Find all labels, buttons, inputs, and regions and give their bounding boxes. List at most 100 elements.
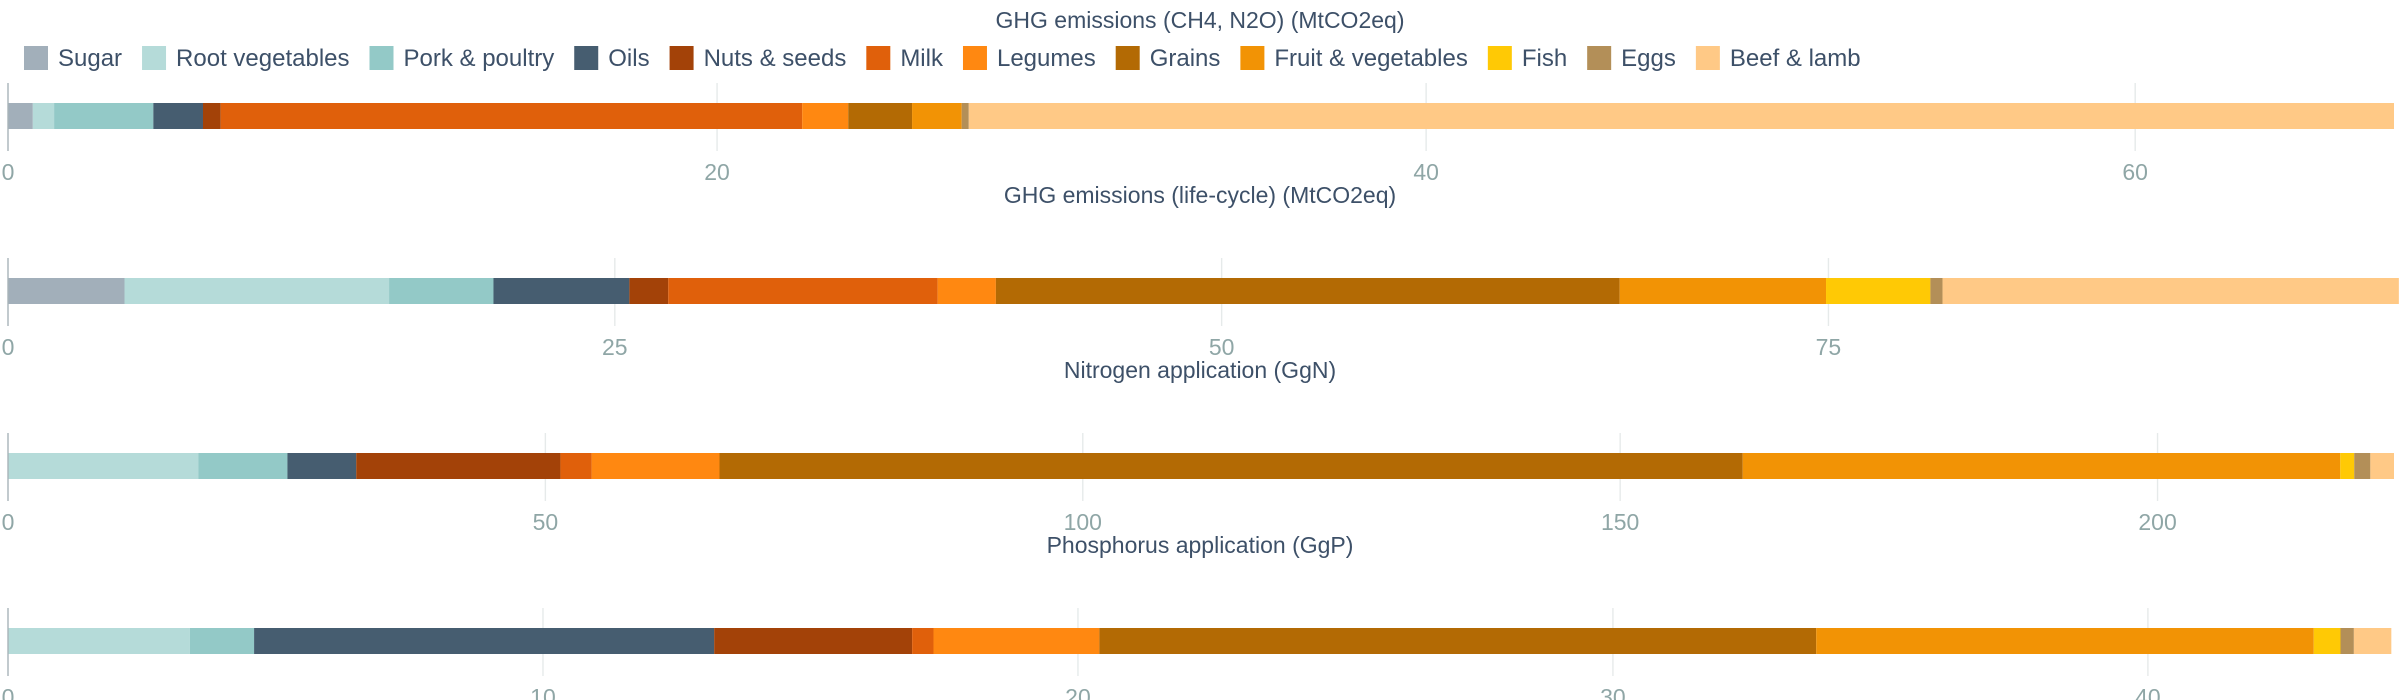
legend-label-oils: Oils: [608, 45, 649, 72]
legend-label-nuts-and-seeds: Nuts & seeds: [704, 45, 847, 72]
legend-item-fish[interactable]: Fish: [1487, 45, 1567, 72]
legend-swatch-oils: [574, 46, 599, 70]
x-tick-label: 50: [533, 509, 559, 535]
bar-segment-legumes: [937, 278, 996, 304]
legend-swatch-milk: [866, 46, 891, 70]
x-tick-label: 0: [2, 684, 15, 700]
bar-segment-eggs: [2340, 628, 2354, 654]
legend-item-sugar[interactable]: Sugar: [24, 45, 122, 72]
bar-segment-oils: [153, 103, 203, 129]
bar-segment-eggs: [1930, 278, 1943, 304]
legend-item-grains[interactable]: Grains: [1115, 45, 1221, 72]
x-tick-label: 40: [2135, 684, 2161, 700]
bar-segment-beef-and-lamb: [968, 103, 2395, 129]
bar-segment-grains: [719, 453, 1743, 479]
bar-segment-fish: [1826, 278, 1931, 304]
legend-swatch-fish: [1487, 46, 1512, 70]
bar-segment-milk: [912, 628, 934, 654]
bar-segment-nuts-and-seeds: [714, 628, 913, 654]
legend-label-root-vegetables: Root vegetables: [176, 45, 349, 72]
bar-segment-milk: [560, 453, 592, 479]
legend-swatch-root-vegetables: [142, 46, 167, 70]
x-tick-label: 60: [2122, 159, 2148, 185]
legend-label-eggs: Eggs: [1621, 45, 1676, 72]
bar-segment-fruit-and-vegetables: [1619, 278, 1827, 304]
bar-segment-beef-and-lamb: [2370, 453, 2394, 479]
legend-item-fruit-and-vegetables[interactable]: Fruit & vegetables: [1240, 45, 1468, 72]
x-tick-label: 75: [1816, 334, 1842, 360]
bar-segment-root-vegetables: [8, 628, 190, 654]
bar-segment-grains: [1099, 628, 1817, 654]
legend-swatch-fruit-and-vegetables: [1240, 46, 1265, 70]
bar-segment-milk: [668, 278, 938, 304]
x-tick-label: 0: [2, 509, 15, 535]
bar-segment-pork-and-poultry: [389, 278, 494, 304]
bar-segment-fish: [2313, 628, 2341, 654]
legend-swatch-legumes: [962, 46, 987, 70]
bar-segment-sugar: [8, 103, 33, 129]
x-tick-label: 50: [1209, 334, 1235, 360]
panel-1: GHG emissions (CH4, N2O) (MtCO2eq) 0 20 40 6…: [2, 7, 2395, 185]
x-tick-label: 0: [2, 159, 15, 185]
legend-item-oils[interactable]: Oils: [574, 45, 650, 72]
bar-segment-fruit-and-vegetables: [1816, 628, 2314, 654]
bar-segment-pork-and-poultry: [189, 628, 255, 654]
legend-swatch-eggs: [1587, 46, 1612, 70]
bar-segment-grains: [848, 103, 913, 129]
x-tick-label: 40: [1413, 159, 1439, 185]
bar-segment-grains: [995, 278, 1620, 304]
legend-item-milk[interactable]: Milk: [866, 45, 944, 72]
bar-segment-legumes: [933, 628, 1100, 654]
legend-label-sugar: Sugar: [58, 45, 122, 72]
bar-segment-fruit-and-vegetables: [1742, 453, 2341, 479]
bar-segment-eggs: [2354, 453, 2371, 479]
bar-segment-sugar: [8, 278, 125, 304]
bar-segment-nuts-and-seeds: [202, 103, 221, 129]
bar-segment-nuts-and-seeds: [356, 453, 561, 479]
bar-segment-oils: [287, 453, 357, 479]
legend-swatch-sugar: [24, 46, 48, 70]
bar-segment-oils: [493, 278, 630, 304]
x-tick-label: 200: [2138, 509, 2176, 535]
x-tick-label: 100: [1064, 509, 1102, 535]
panel-title: GHG emissions (life-cycle) (MtCO2eq): [1004, 182, 1396, 208]
legend-item-root-vegetables[interactable]: Root vegetables: [142, 45, 350, 72]
legend-item-beef-and-lamb[interactable]: Beef & lamb: [1695, 45, 1861, 72]
legend-item-legumes[interactable]: Legumes: [962, 45, 1096, 72]
bar-segment-fruit-and-vegetables: [912, 103, 962, 129]
legend-swatch-nuts-and-seeds: [669, 46, 694, 70]
panel-4: Phosphorus application (GgP) 0 10 20 30 40: [2, 532, 2392, 700]
bar-segment-pork-and-poultry: [198, 453, 288, 479]
legend-swatch-pork-and-poultry: [369, 46, 394, 70]
x-tick-label: 10: [530, 684, 556, 700]
bar-segment-legumes: [802, 103, 849, 129]
bar-segment-eggs: [961, 103, 969, 129]
legend: Sugar Root vegetables Pork & poultry Oils Nu…: [24, 45, 1861, 72]
bar-segment-root-vegetables: [8, 453, 199, 479]
x-tick-label: 20: [704, 159, 730, 185]
legend-label-grains: Grains: [1150, 45, 1221, 72]
panel-2: GHG emissions (life-cycle) (MtCO2eq) 0 25 5…: [2, 182, 2399, 360]
x-tick-label: 150: [1601, 509, 1639, 535]
legend-item-nuts-and-seeds[interactable]: Nuts & seeds: [669, 45, 847, 72]
legend-label-milk: Milk: [900, 45, 944, 72]
legend-label-fish: Fish: [1522, 45, 1567, 72]
panel-title: GHG emissions (CH4, N2O) (MtCO2eq): [996, 7, 1405, 33]
bar-segment-fish: [2340, 453, 2355, 479]
x-tick-label: 20: [1065, 684, 1091, 700]
legend-item-eggs[interactable]: Eggs: [1587, 45, 1676, 72]
bar-segment-root-vegetables: [32, 103, 55, 129]
chart-panels: GHG emissions (CH4, N2O) (MtCO2eq) 0 20 40 6…: [2, 7, 2399, 700]
x-tick-label: 0: [2, 334, 15, 360]
legend-label-legumes: Legumes: [997, 45, 1096, 72]
bar-segment-beef-and-lamb: [2353, 628, 2392, 654]
bar-segment-milk: [220, 103, 803, 129]
bar-segment-oils: [254, 628, 715, 654]
legend-label-fruit-and-vegetables: Fruit & vegetables: [1274, 45, 1467, 72]
legend-item-pork-and-poultry[interactable]: Pork & poultry: [369, 45, 555, 72]
bar-segment-nuts-and-seeds: [629, 278, 669, 304]
bar-segment-legumes: [591, 453, 720, 479]
bar-segment-pork-and-poultry: [54, 103, 154, 129]
bar-segment-root-vegetables: [124, 278, 390, 304]
